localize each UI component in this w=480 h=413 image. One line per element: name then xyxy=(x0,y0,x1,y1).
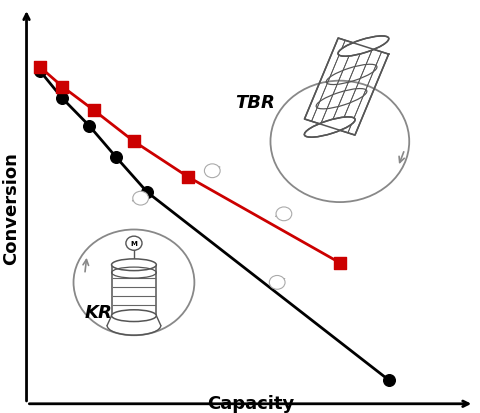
Ellipse shape xyxy=(111,310,156,322)
Text: TBR: TBR xyxy=(235,94,275,112)
Point xyxy=(184,174,192,180)
Point xyxy=(59,84,66,90)
Point xyxy=(130,139,138,145)
Circle shape xyxy=(133,192,148,206)
Point xyxy=(36,69,44,75)
Point xyxy=(336,260,344,266)
Text: KR: KR xyxy=(84,303,112,321)
Text: Capacity: Capacity xyxy=(207,394,294,412)
Circle shape xyxy=(276,207,292,221)
Point xyxy=(144,190,151,196)
Ellipse shape xyxy=(338,37,389,57)
Point xyxy=(59,96,66,102)
Point xyxy=(112,154,120,161)
Circle shape xyxy=(204,164,220,178)
Ellipse shape xyxy=(111,259,156,271)
Circle shape xyxy=(269,276,285,290)
Text: Conversion: Conversion xyxy=(2,152,20,265)
Point xyxy=(90,107,97,114)
Point xyxy=(385,377,393,384)
Ellipse shape xyxy=(304,118,355,138)
Text: M: M xyxy=(131,241,137,247)
Point xyxy=(85,123,93,130)
Point xyxy=(36,64,44,71)
Circle shape xyxy=(126,237,142,251)
